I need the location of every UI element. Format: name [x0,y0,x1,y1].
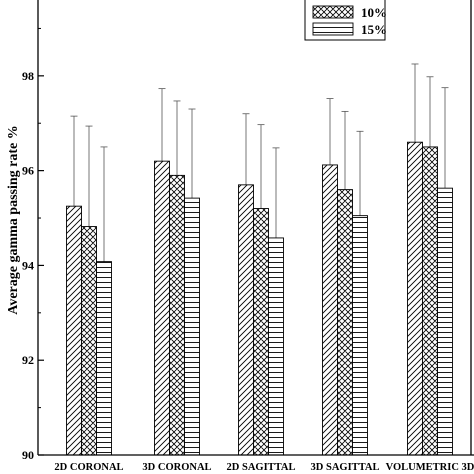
bar-1-2d-coronal [66,205,82,456]
bar-3-3d-sagittal [352,215,368,456]
bar-1-2d-sagittal [238,184,254,456]
y-tick-label: 98 [22,69,34,83]
bar-2-2d-coronal [81,226,97,456]
y-axis-ticks: 90 92 94 96 98 [22,27,44,462]
category-labels: 2D CORONAL 3D CORONAL 2D SAGITTAL 3D SAGITT… [54,462,474,473]
legend-swatch [312,22,354,36]
legend: 10%15% [304,0,387,41]
y-tick-label: 96 [22,164,34,178]
bar-3-volumetric-3d [437,187,453,456]
bar-2-3d-coronal [169,174,185,456]
bars [66,141,453,456]
category-label: 2D SAGITTAL [227,462,296,473]
y-tick-label: 92 [22,353,34,367]
category-label: 3D CORONAL [142,462,211,473]
bar-1-volumetric-3d [407,141,423,456]
bar-3-2d-sagittal [268,237,284,456]
legend-label: 15% [361,22,387,37]
category-label: VOLUMETRIC 3D [386,462,474,473]
legend-swatch [312,5,354,19]
legend-frame [304,0,386,41]
bar-1-3d-sagittal [322,164,338,456]
bar-1-3d-coronal [154,160,170,456]
bar-3-2d-coronal [96,261,112,456]
bar-3-3d-coronal [184,197,200,456]
bar-2-volumetric-3d [422,146,438,456]
legend-label: 10% [361,5,387,20]
y-tick-label: 94 [22,258,34,272]
error-bars [70,63,449,262]
y-axis-title: Average gamma passing rate % [6,125,21,315]
bar-2-3d-sagittal [337,189,353,456]
category-label: 2D CORONAL [54,462,123,473]
category-label: 3D SAGITTAL [311,462,380,473]
bar-2-2d-sagittal [253,208,269,456]
y-tick-label: 90 [22,448,34,462]
